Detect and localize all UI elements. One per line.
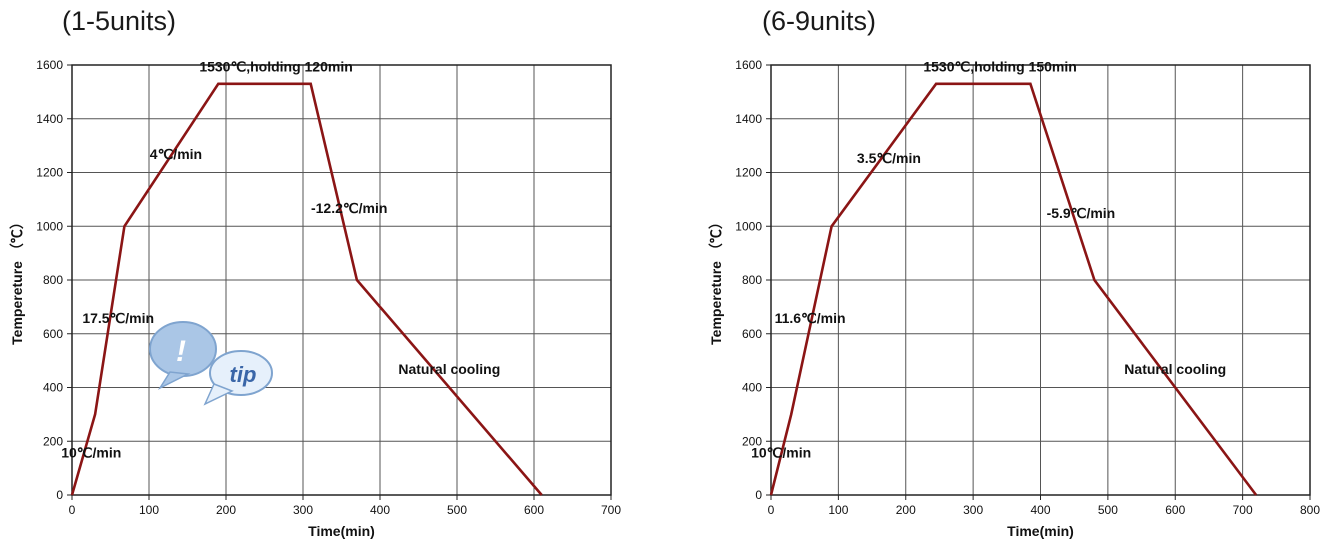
tip-badge-icon: ! tip <box>149 321 273 406</box>
chart-title-left: (1-5units) <box>62 6 177 36</box>
series-line <box>769 82 1258 496</box>
annotation-label: Natural cooling <box>1124 361 1226 377</box>
x-tick-label: 500 <box>1098 503 1118 517</box>
y-tick-label: 1200 <box>36 166 63 180</box>
tip-exclaim-glyph: ! <box>176 335 186 368</box>
x-axis-label: Time(min) <box>1007 523 1074 539</box>
tip-bubble-tail <box>157 371 191 390</box>
chart-left: 0 100 200 300 400 500 600 700 0 200 400 600 800 1000 1… <box>9 58 621 539</box>
x-tick-label: 700 <box>1233 503 1253 517</box>
x-tick-label: 400 <box>1030 503 1050 517</box>
annotation-label: -12.2℃/min <box>311 200 387 216</box>
y-tick-label: 1400 <box>36 112 63 126</box>
annotation-label: 11.6℃/min <box>775 310 846 326</box>
y-tick-label: 0 <box>755 488 762 502</box>
chart-right: 0 100 200 300 400 500 600 700 800 0 200 400 600 800 10… <box>708 58 1320 539</box>
y-tick-label: 600 <box>742 327 762 341</box>
x-tick-label: 300 <box>963 503 983 517</box>
x-tick-label: 600 <box>1165 503 1185 517</box>
y-tick-label: 200 <box>742 434 762 448</box>
x-tick-label: 0 <box>69 503 76 517</box>
x-tick-label: 400 <box>370 503 390 517</box>
y-tick-label: 800 <box>742 273 762 287</box>
x-tick-label: 200 <box>896 503 916 517</box>
annotation-label: 1530℃,holding 120min <box>199 59 352 75</box>
y-tick-label: 400 <box>43 381 63 395</box>
y-axis-label: Tempereture （℃） <box>708 215 724 345</box>
annotation-label: Natural cooling <box>398 361 500 377</box>
x-tick-label: 500 <box>447 503 467 517</box>
annotation-label: 17.5℃/min <box>82 310 154 326</box>
x-tick-label: 100 <box>828 503 848 517</box>
y-tick-label: 1200 <box>735 166 762 180</box>
x-tick-label: 200 <box>216 503 236 517</box>
y-axis-label: Tempereture （℃） <box>9 215 25 345</box>
y-tick-label: 1600 <box>36 58 63 72</box>
x-tick-label: 300 <box>293 503 313 517</box>
x-tick-label: 800 <box>1300 503 1320 517</box>
annotation-label: 10℃/min <box>751 444 811 460</box>
annotation-label: -5.9℃/min <box>1047 205 1116 221</box>
y-tick-label: 600 <box>43 327 63 341</box>
tip-bubble-front <box>209 350 273 396</box>
annotation-label: 10℃/min <box>61 444 121 460</box>
tip-text: tip <box>230 362 257 387</box>
y-tick-label: 200 <box>43 434 63 448</box>
tip-bubble-front-tail <box>203 383 234 406</box>
y-tick-label: 1400 <box>735 112 762 126</box>
x-axis-label: Time(min) <box>308 523 375 539</box>
x-tick-label: 600 <box>524 503 544 517</box>
x-tick-label: 100 <box>139 503 159 517</box>
y-tick-label: 400 <box>742 381 762 395</box>
x-tick-label: 0 <box>768 503 775 517</box>
series-line <box>70 82 543 496</box>
x-tick-label: 700 <box>601 503 621 517</box>
y-tick-label: 1000 <box>36 219 63 233</box>
annotation-label: 4℃/min <box>150 146 202 162</box>
y-tick-label: 1000 <box>735 219 762 233</box>
y-tick-label: 800 <box>43 273 63 287</box>
annotation-label: 3.5℃/min <box>857 150 921 166</box>
y-tick-label: 0 <box>56 488 63 502</box>
chart-title-right: (6-9units) <box>762 6 877 36</box>
annotation-label: 1530℃,holding 150min <box>923 59 1076 75</box>
y-tick-label: 1600 <box>735 58 762 72</box>
